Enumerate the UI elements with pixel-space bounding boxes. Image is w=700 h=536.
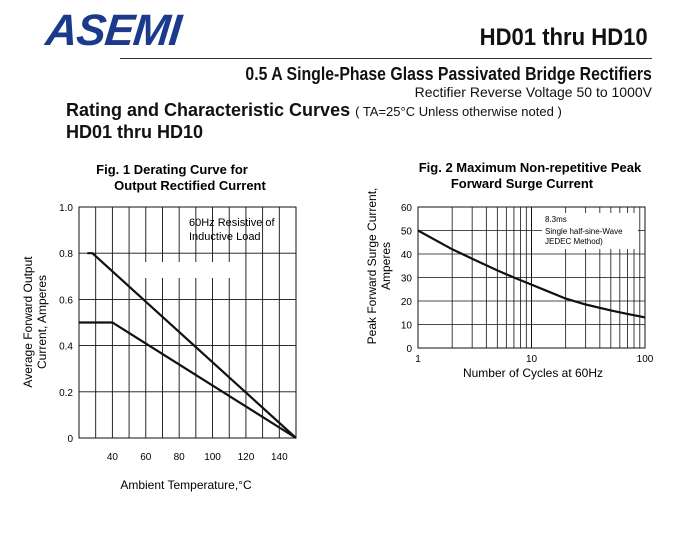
fig1-y-tick-label: 0 [67,434,73,445]
fig1-series-line-2 [79,321,297,439]
fig2-lines [417,229,646,319]
fig2-series-line [417,229,646,319]
fig2-ticks: 1 10 100 0 10 20 30 40 50 60 [401,203,654,365]
fig1-x-axis-label: Ambient Temperature,°C [120,478,252,492]
fig2-annotation-line2: Single half-sine-Wave [545,227,623,236]
fig1-y-tick-label: 1.0 [59,203,73,214]
fig2-title-line1: Fig. 2 Maximum Non-repetitive Peak [419,160,642,175]
fig1-x-tick-label: 40 [107,452,119,463]
fig2-y-axis-label-line2: Amperes [379,242,393,290]
fig1-title-line2: Output Rectified Current [114,178,266,193]
fig2-title-line2: Forward Surge Current [451,176,594,191]
fig2-y-tick-label: 20 [401,297,413,308]
fig1-series-line-1 [87,252,297,439]
fig1-x-tick-label: 100 [204,452,221,463]
fig2-x-axis-label: Number of Cycles at 60Hz [463,366,603,380]
header-divider [120,58,652,59]
section-subheading: HD01 thru HD10 [66,122,204,142]
fig2-y-axis-label-line1: Peak Forward Surge Current, [365,188,379,345]
part-number-title: HD01 thru HD10 [479,24,648,51]
fig1-derating-chart: Fig. 1 Derating Curve for Output Rectifi… [21,162,297,492]
fig1-y-tick-label: 0.2 [59,388,73,399]
fig1-x-tick-label: 140 [271,452,288,463]
fig1-y-axis-label-line2: Current, Amperes [35,275,49,369]
fig1-lines [79,252,297,439]
fig1-label-mask [145,262,237,278]
fig2-x-tick-label: 10 [526,354,538,365]
fig2-x-tick-label: 1 [415,354,421,365]
fig1-y-tick-label: 0.8 [59,249,73,260]
fig2-y-tick-label: 10 [401,321,413,332]
fig1-x-tick-label: 80 [174,452,186,463]
fig2-annotation-line3: JEDEC Method) [545,237,603,246]
fig1-x-tick-label: 120 [238,452,255,463]
fig2-y-tick-label: 40 [401,250,413,261]
fig1-annotation-line1: 60Hz Resistive of [189,217,276,229]
section-heading-text: Rating and Characteristic Curves [66,100,351,120]
fig1-ticks: 40 60 80 100 120 140 0 0.2 0.4 0.6 0.8 1.0 [59,203,288,463]
fig1-x-tick-label: 60 [140,452,152,463]
fig2-y-tick-label: 50 [401,227,413,238]
product-subtitle: 0.5 A Single-Phase Glass Passivated Brid… [245,64,652,84]
fig2-y-tick-label: 0 [406,344,412,355]
fig1-y-tick-label: 0.4 [59,342,73,353]
fig2-x-tick-label: 100 [637,354,654,365]
fig2-annotation-mask [542,213,638,249]
fig2-annotation-line1: 8.3ms [545,215,567,224]
fig1-title-line1: Fig. 1 Derating Curve for [96,162,248,177]
fig2-grid [417,206,646,349]
section-heading: Rating and Characteristic Curves ( TA=25… [66,100,562,121]
fig1-y-tick-label: 0.6 [59,295,73,306]
fig2-y-tick-label: 30 [401,274,413,285]
fig1-y-axis-label-line1: Average Forward Output [21,256,35,388]
fig2-surge-chart: Fig. 2 Maximum Non-repetitive Peak Forwa… [365,160,654,380]
fig2-y-tick-label: 60 [401,203,413,214]
section-note: ( TA=25°C Unless otherwise noted ) [355,104,562,119]
voltage-range: Rectifier Reverse Voltage 50 to 1000V [414,84,652,100]
fig1-annotation-line2: Inductive Load [189,231,261,243]
